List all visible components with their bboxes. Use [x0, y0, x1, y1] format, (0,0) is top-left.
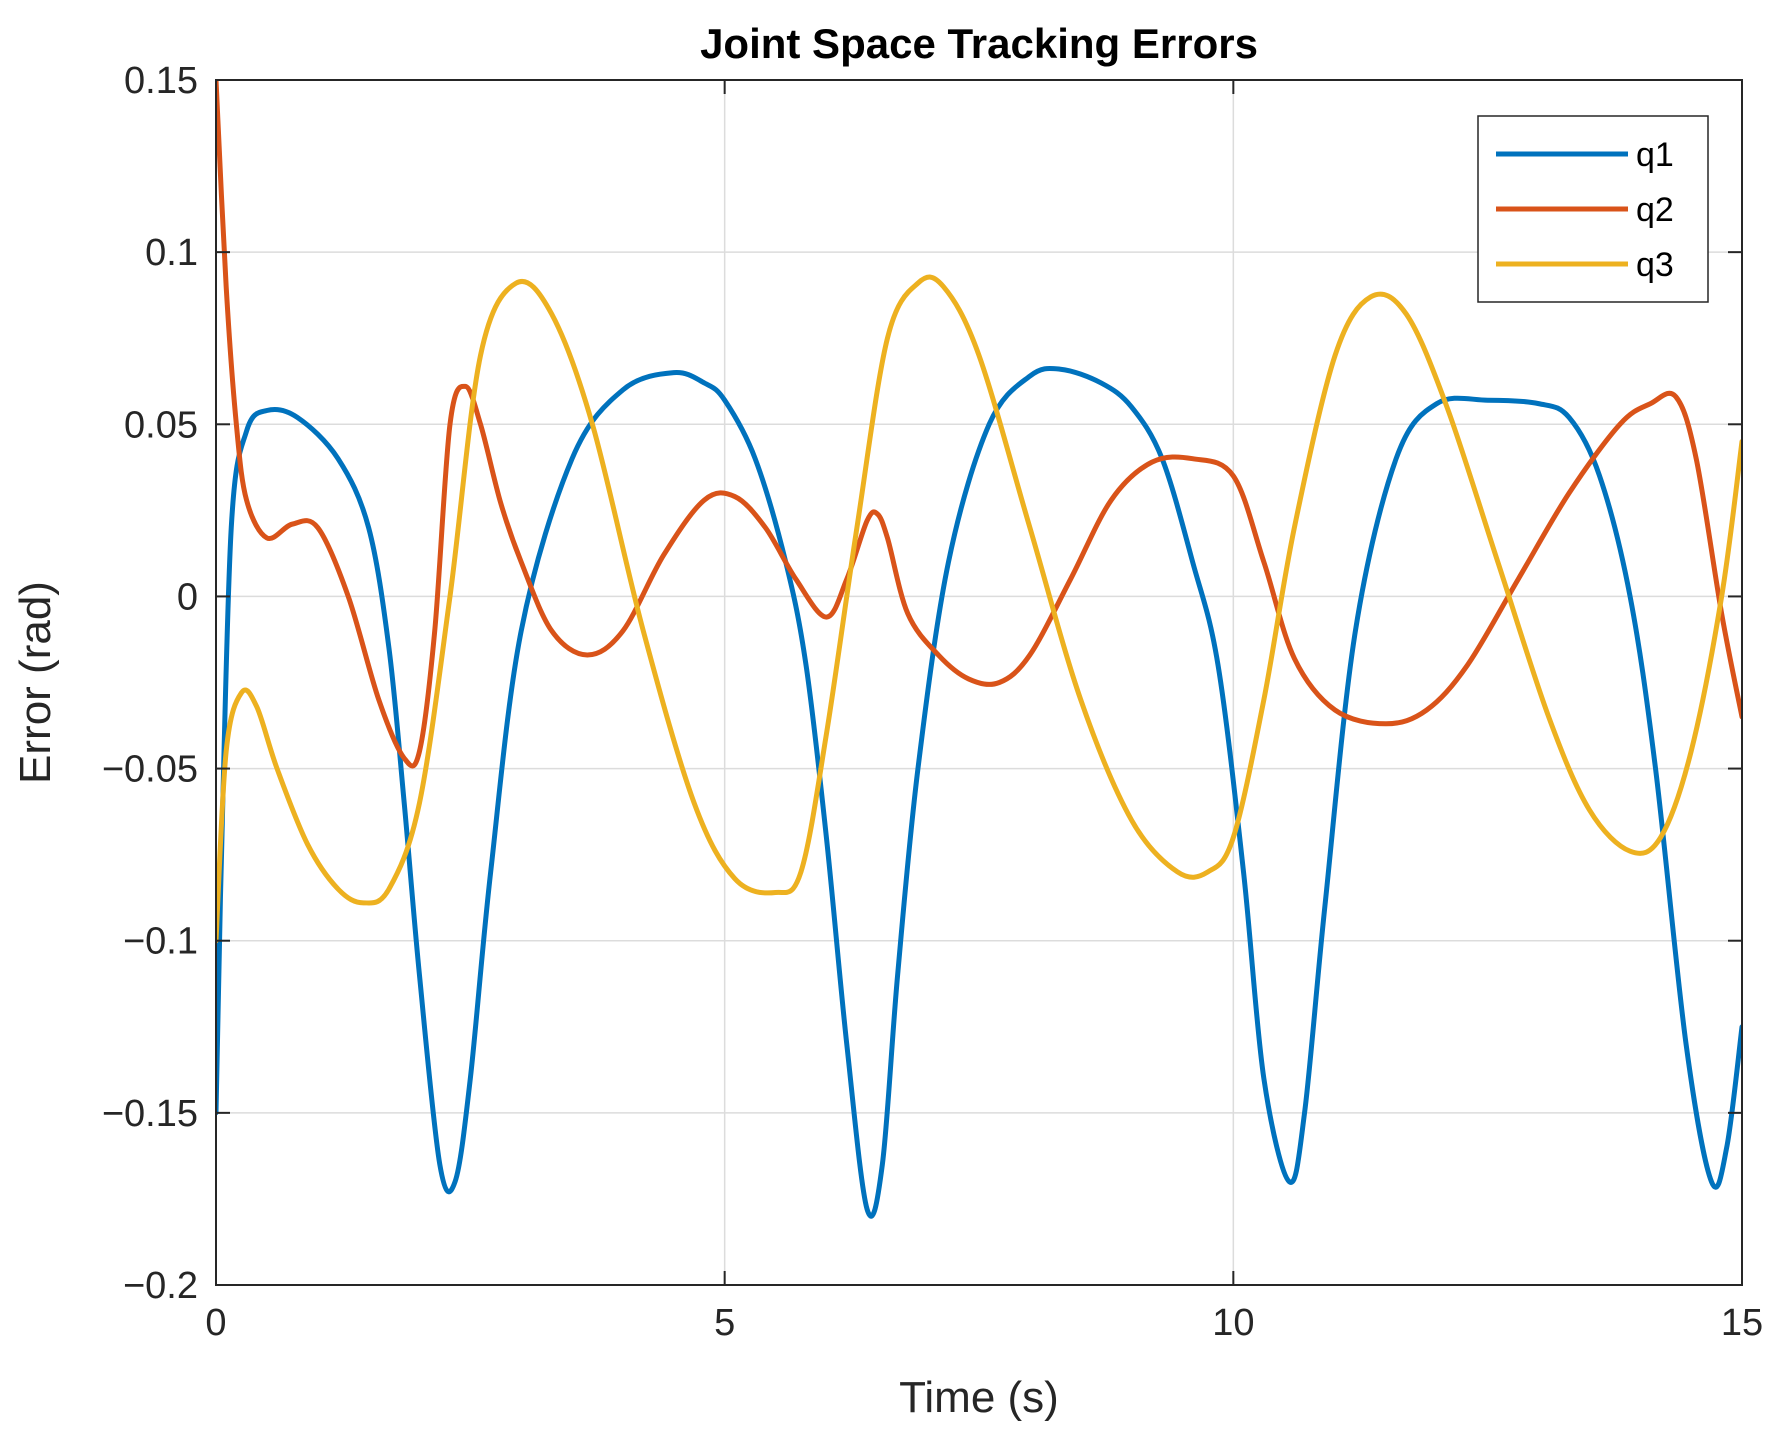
series-layer	[216, 80, 1742, 1219]
legend-label-q1: q1	[1636, 136, 1674, 174]
x-tick-label: 15	[1721, 1302, 1763, 1344]
y-axis-title: Error (rad)	[11, 581, 60, 784]
plot-area-frame	[215, 79, 1743, 1286]
x-tick-label: 10	[1212, 1302, 1254, 1344]
y-tick-label: −0.2	[123, 1265, 198, 1307]
y-tick-label: −0.15	[102, 1093, 198, 1135]
series-line-q3	[216, 274, 1742, 944]
x-tick-label: 5	[714, 1302, 735, 1344]
legend-label-q2: q2	[1636, 191, 1674, 229]
y-tick-label: −0.05	[102, 749, 198, 791]
legend-label-q3: q3	[1636, 246, 1674, 284]
y-tick-label: 0.05	[124, 404, 198, 446]
y-tick-label: 0.15	[124, 60, 198, 102]
y-tick-label: 0	[177, 576, 198, 618]
y-tick-label: −0.1	[123, 921, 198, 963]
x-axis-title: Time (s)	[899, 1373, 1059, 1422]
chart-title: Joint Space Tracking Errors	[700, 20, 1258, 67]
y-tick-label: 0.1	[145, 232, 198, 274]
legend: q1 q2 q3	[1477, 115, 1709, 303]
ticks: 0 5 10 15 −0.2 −0.15 −0.1 −0.05 0 0.05 0.1 0.15	[102, 60, 1763, 1344]
x-tick-label: 0	[205, 1302, 226, 1344]
